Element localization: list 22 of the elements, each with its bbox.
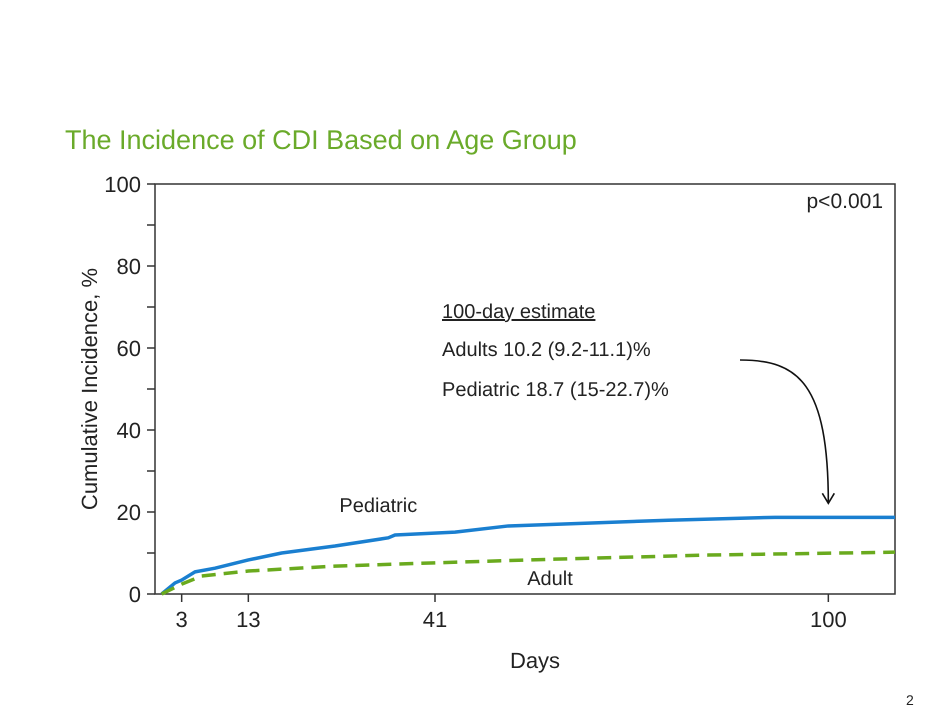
y-tick-label: 100	[104, 172, 141, 197]
line-series	[160, 550, 897, 596]
y-tick-label: 0	[128, 582, 141, 607]
series-label: Pediatric	[339, 494, 418, 517]
x-tick-label: 41	[422, 607, 448, 632]
annotation: Adults 10.2 (9.2-11.1)%	[442, 339, 651, 361]
line-series	[160, 516, 897, 596]
text: 2	[906, 692, 914, 708]
annotation: p<0.001	[806, 190, 883, 213]
x-tick-label: 100	[810, 607, 847, 632]
annotation: 100-day estimate	[442, 301, 596, 323]
y-tick-label: 80	[116, 254, 141, 279]
series-label: Adult	[527, 568, 574, 590]
y-tick-label: 40	[116, 418, 141, 443]
y-tick-label: 20	[116, 500, 141, 525]
chart-title: The Incidence of CDI Based on Age Group	[65, 125, 577, 155]
y-tick-label: 60	[116, 336, 141, 361]
annotation: Pediatric 18.7 (15-22.7)%	[442, 379, 670, 401]
x-axis-title: Days	[510, 648, 560, 673]
x-tick-label: 13	[236, 607, 261, 632]
x-tick-label: 3	[176, 607, 188, 632]
y-axis-title: Cumulative Incidence, %	[77, 268, 102, 510]
